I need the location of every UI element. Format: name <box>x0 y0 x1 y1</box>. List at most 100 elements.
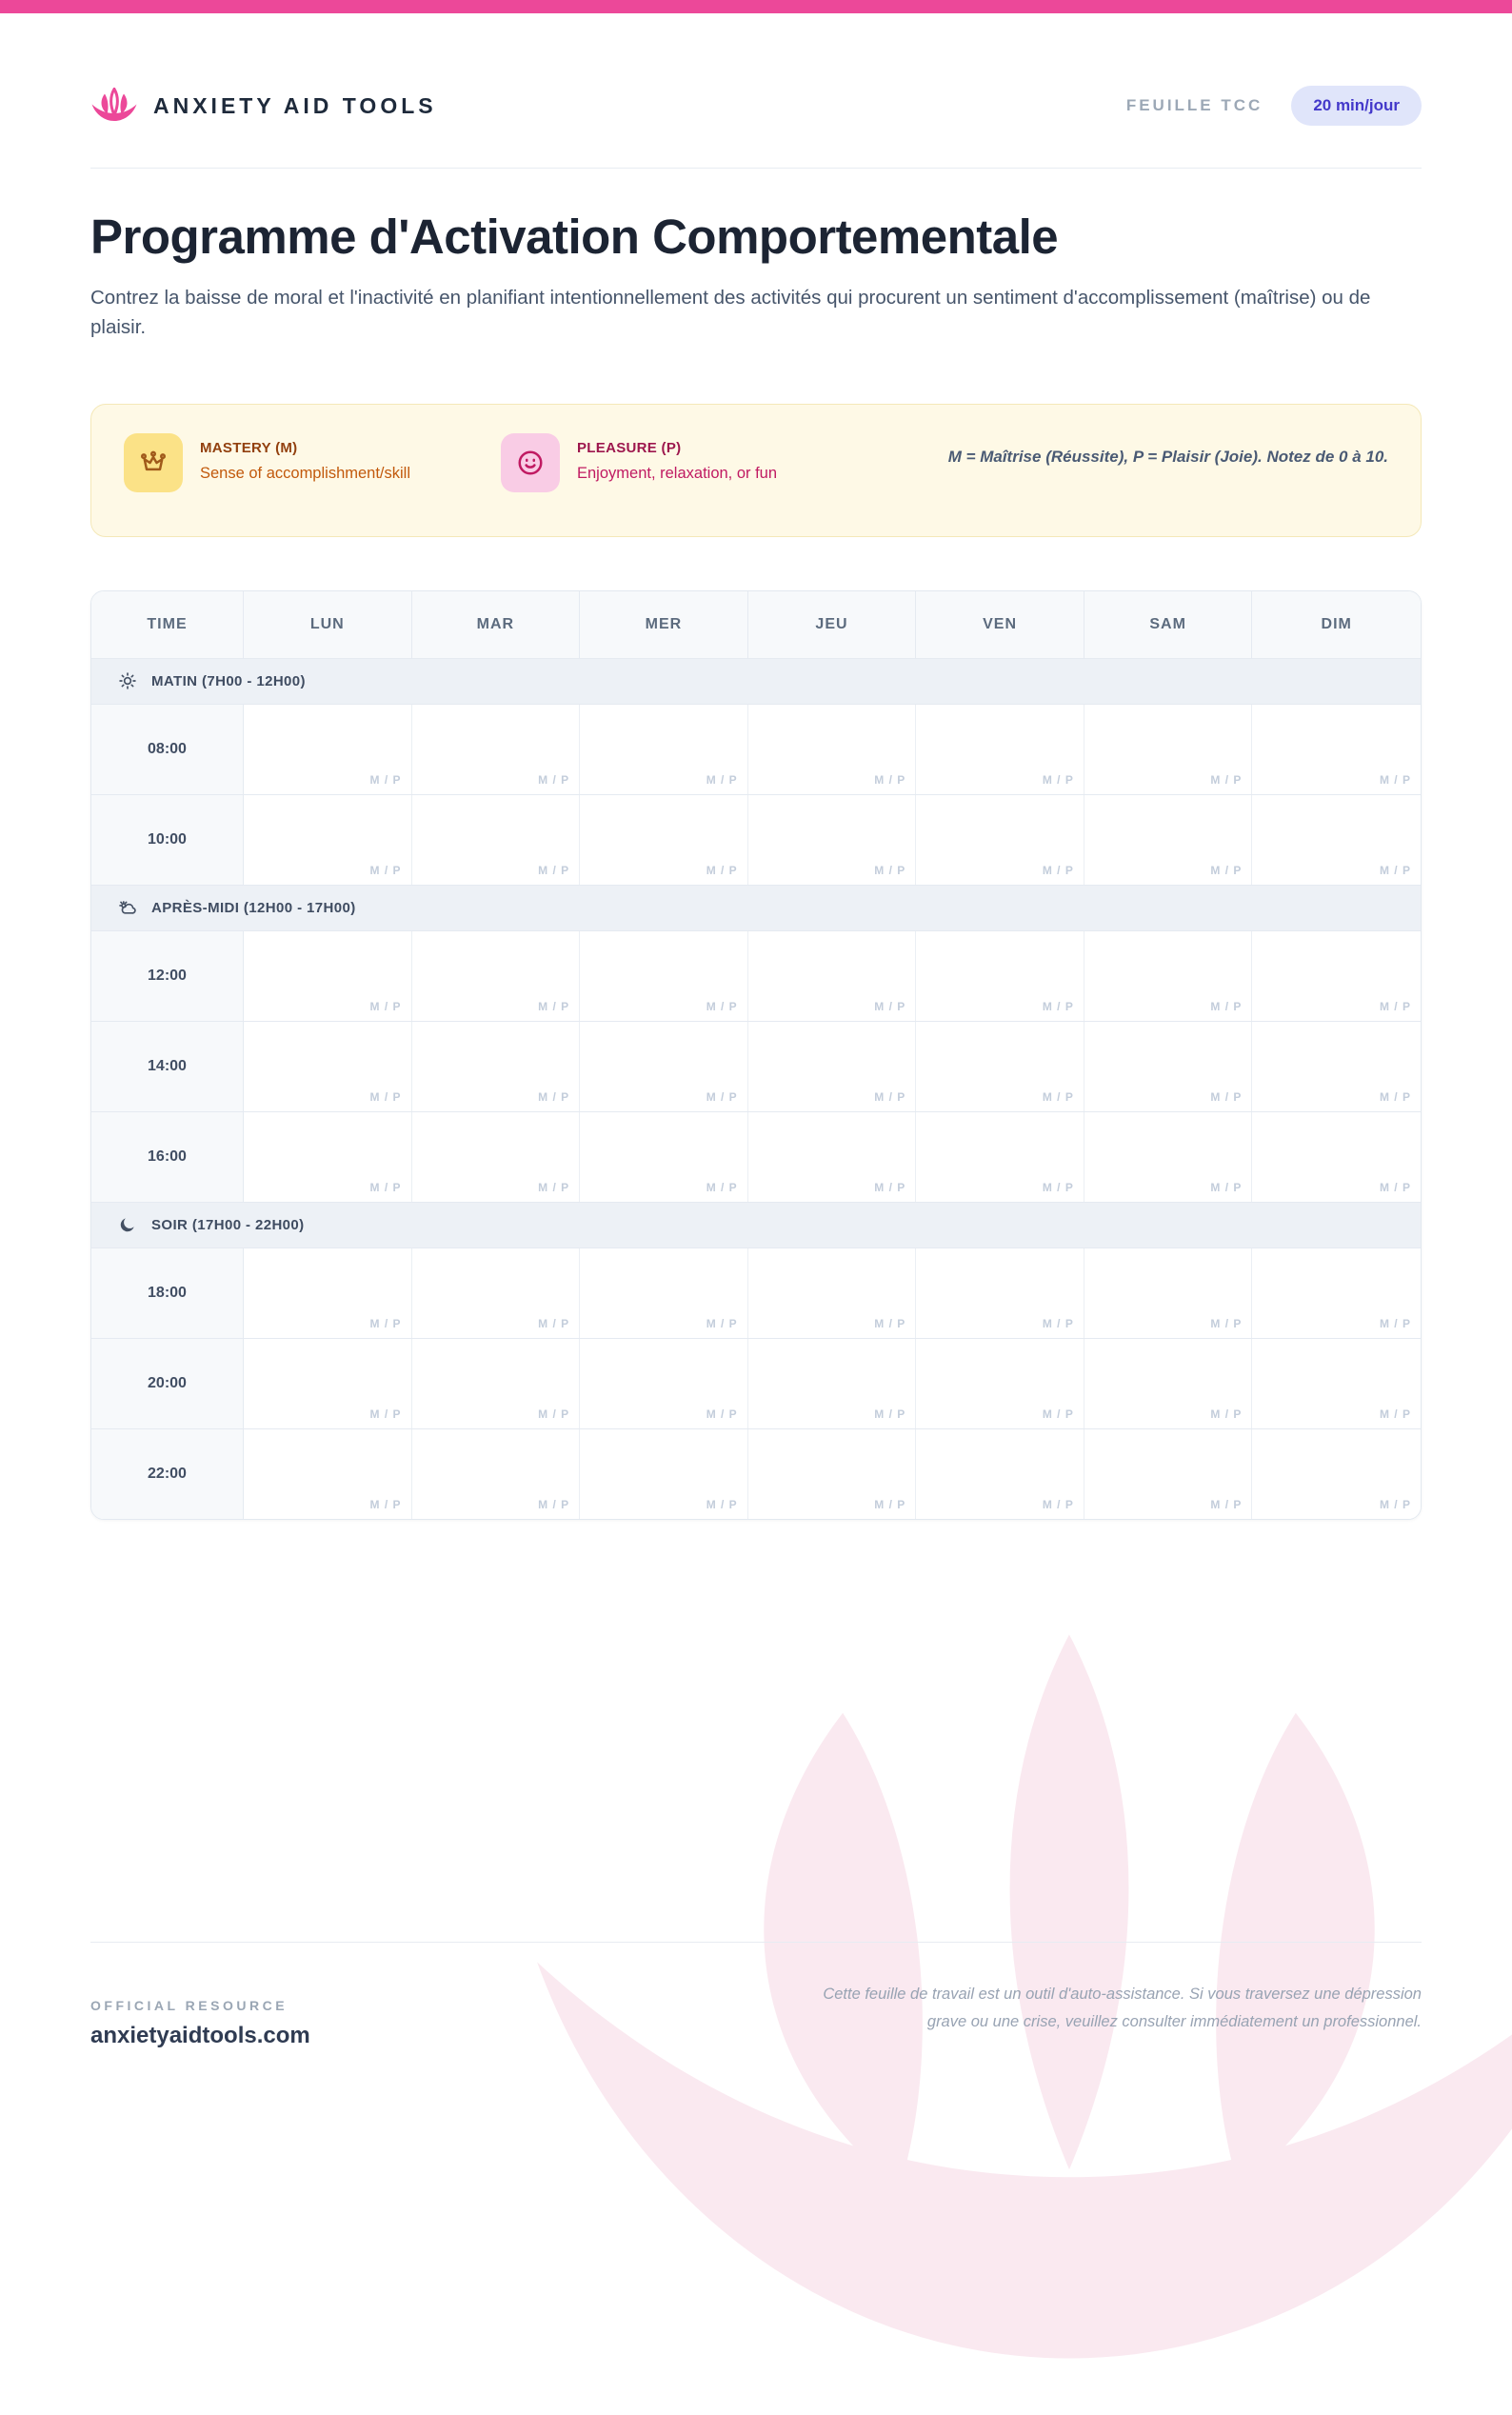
activity-cell[interactable]: M / P <box>747 704 917 794</box>
mp-marker: M / P <box>1042 1497 1074 1511</box>
mp-marker: M / P <box>874 1180 906 1194</box>
activity-cell[interactable]: M / P <box>916 704 1084 794</box>
activity-cell[interactable]: M / P <box>1252 1111 1421 1202</box>
section-header-row: SOIR (17H00 - 22H00) <box>91 1201 1421 1247</box>
activity-cell[interactable]: M / P <box>244 1338 412 1428</box>
activity-cell[interactable]: M / P <box>1084 1111 1253 1202</box>
mp-marker: M / P <box>369 863 402 877</box>
mastery-desc: Sense of accomplishment/skill <box>200 464 411 482</box>
column-header-time: TIME <box>91 590 244 658</box>
column-header-day: MER <box>580 590 748 658</box>
activity-cell[interactable]: M / P <box>244 930 412 1021</box>
mp-marker: M / P <box>1379 1407 1411 1421</box>
activity-cell[interactable]: M / P <box>411 1338 581 1428</box>
table-row: 16:00 M / P M / P M / P M / P M / P M / P M / P <box>91 1110 1421 1202</box>
page-footer: OFFICIAL RESOURCE anxietyaidtools.com Ce… <box>90 1981 1422 2049</box>
activity-cell[interactable]: M / P <box>747 1428 917 1519</box>
activity-cell[interactable]: M / P <box>747 1111 917 1202</box>
section-header-row: MATIN (7H00 - 12H00) <box>91 657 1421 704</box>
mp-marker: M / P <box>369 772 402 787</box>
activity-cell[interactable]: M / P <box>1252 1338 1421 1428</box>
mp-marker: M / P <box>1379 999 1411 1013</box>
activity-cell[interactable]: M / P <box>1252 704 1421 794</box>
activity-cell[interactable]: M / P <box>411 1247 581 1338</box>
activity-cell[interactable]: M / P <box>244 1247 412 1338</box>
activity-cell[interactable]: M / P <box>747 1021 917 1111</box>
activity-cell[interactable]: M / P <box>411 1111 581 1202</box>
activity-cell[interactable]: M / P <box>580 1021 748 1111</box>
section-label: APRÈS-MIDI (12H00 - 17H00) <box>151 899 356 916</box>
activity-cell[interactable]: M / P <box>244 794 412 885</box>
activity-cell[interactable]: M / P <box>916 794 1084 885</box>
activity-cell[interactable]: M / P <box>1252 1021 1421 1111</box>
mp-marker: M / P <box>1210 863 1243 877</box>
time-label: 18:00 <box>91 1247 244 1338</box>
activity-cell[interactable]: M / P <box>916 930 1084 1021</box>
activity-cell[interactable]: M / P <box>1084 1428 1253 1519</box>
activity-cell[interactable]: M / P <box>916 1021 1084 1111</box>
activity-cell[interactable]: M / P <box>411 930 581 1021</box>
mp-marker: M / P <box>874 1316 906 1330</box>
section-label: SOIR (17H00 - 22H00) <box>151 1216 305 1233</box>
mp-marker: M / P <box>1042 1180 1074 1194</box>
rating-note: M = Maîtrise (Réussite), P = Plaisir (Jo… <box>947 447 1388 466</box>
brand: ANXIETY AID TOOLS <box>90 88 437 124</box>
activity-cell[interactable]: M / P <box>580 1247 748 1338</box>
mp-marker: M / P <box>1210 1089 1243 1104</box>
activity-cell[interactable]: M / P <box>916 1428 1084 1519</box>
section-header-row: APRÈS-MIDI (12H00 - 17H00) <box>91 884 1421 930</box>
activity-cell[interactable]: M / P <box>411 1428 581 1519</box>
activity-cell[interactable]: M / P <box>747 930 917 1021</box>
pleasure-desc: Enjoyment, relaxation, or fun <box>577 464 778 482</box>
activity-cell[interactable]: M / P <box>580 930 748 1021</box>
mp-marker: M / P <box>874 863 906 877</box>
table-row: 12:00 M / P M / P M / P M / P M / P M / P M / P <box>91 929 1421 1021</box>
activity-cell[interactable]: M / P <box>1252 1428 1421 1519</box>
activity-cell[interactable]: M / P <box>244 704 412 794</box>
activity-cell[interactable]: M / P <box>411 704 581 794</box>
activity-cell[interactable]: M / P <box>1084 1247 1253 1338</box>
site-name: anxietyaidtools.com <box>90 2022 310 2048</box>
activity-cell[interactable]: M / P <box>580 1111 748 1202</box>
activity-cell[interactable]: M / P <box>244 1111 412 1202</box>
activity-cell[interactable]: M / P <box>916 1247 1084 1338</box>
activity-cell[interactable]: M / P <box>580 1338 748 1428</box>
mp-marker: M / P <box>538 1316 570 1330</box>
pleasure-label: PLEASURE (P) <box>577 439 682 456</box>
mp-marker: M / P <box>706 1180 738 1194</box>
mp-marker: M / P <box>706 1407 738 1421</box>
activity-cell[interactable]: M / P <box>1252 930 1421 1021</box>
activity-cell[interactable]: M / P <box>580 704 748 794</box>
activity-cell[interactable]: M / P <box>916 1111 1084 1202</box>
activity-cell[interactable]: M / P <box>747 1247 917 1338</box>
mp-marker: M / P <box>369 1180 402 1194</box>
table-row: 08:00 M / P M / P M / P M / P M / P M / P M / P <box>91 703 1421 794</box>
activity-cell[interactable]: M / P <box>244 1428 412 1519</box>
activity-cell[interactable]: M / P <box>1084 704 1253 794</box>
mp-marker: M / P <box>538 999 570 1013</box>
mp-marker: M / P <box>1210 1407 1243 1421</box>
activity-cell[interactable]: M / P <box>580 794 748 885</box>
activity-cell[interactable]: M / P <box>747 794 917 885</box>
activity-cell[interactable]: M / P <box>1084 794 1253 885</box>
activity-cell[interactable]: M / P <box>1084 930 1253 1021</box>
activity-cell[interactable]: M / P <box>747 1338 917 1428</box>
activity-cell[interactable]: M / P <box>1084 1338 1253 1428</box>
mp-marker: M / P <box>538 1407 570 1421</box>
mp-marker: M / P <box>1210 1497 1243 1511</box>
time-label: 22:00 <box>91 1428 244 1519</box>
time-label: 20:00 <box>91 1338 244 1428</box>
column-header-day: JEU <box>747 590 917 658</box>
activity-cell[interactable]: M / P <box>1252 794 1421 885</box>
activity-cell[interactable]: M / P <box>1084 1021 1253 1111</box>
mp-marker: M / P <box>874 1497 906 1511</box>
mp-marker: M / P <box>1042 1089 1074 1104</box>
activity-cell[interactable]: M / P <box>1252 1247 1421 1338</box>
doc-type-label: FEUILLE TCC <box>1125 96 1263 114</box>
mp-marker: M / P <box>706 772 738 787</box>
activity-cell[interactable]: M / P <box>916 1338 1084 1428</box>
activity-cell[interactable]: M / P <box>411 1021 581 1111</box>
activity-cell[interactable]: M / P <box>580 1428 748 1519</box>
activity-cell[interactable]: M / P <box>244 1021 412 1111</box>
activity-cell[interactable]: M / P <box>411 794 581 885</box>
